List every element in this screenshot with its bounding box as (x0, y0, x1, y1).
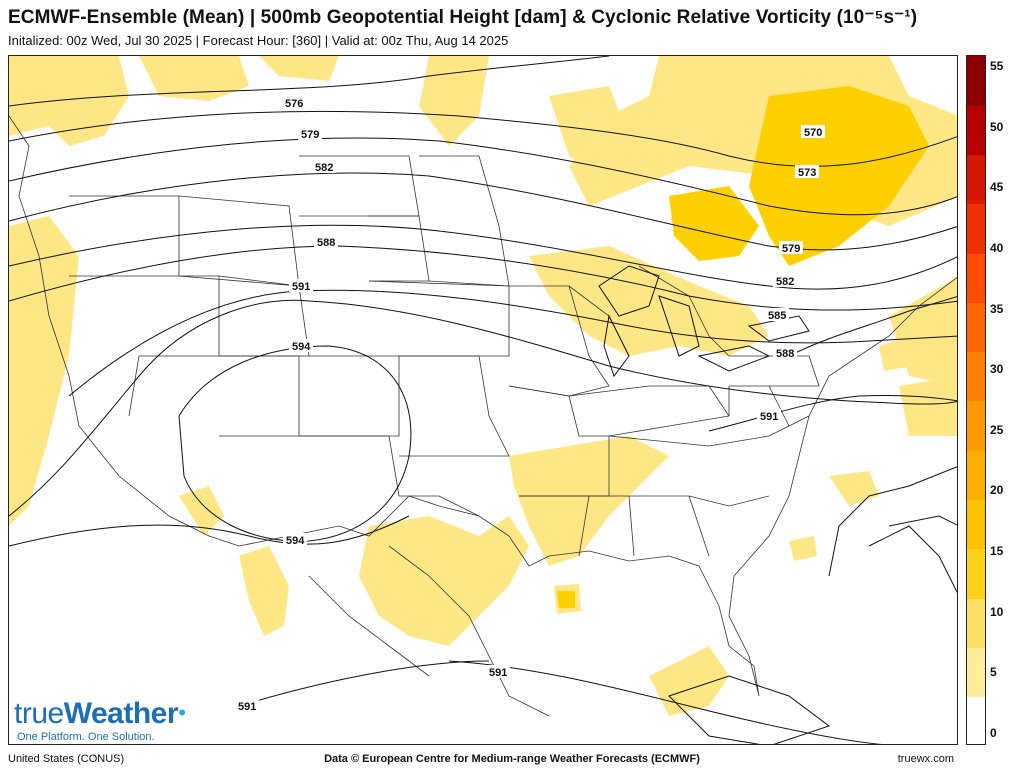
height-contours (9, 56, 957, 744)
colorbar-tick-label: 30 (990, 362, 1004, 377)
contour-label-579-east: 579 (782, 243, 800, 255)
colorbar-segment (967, 401, 985, 451)
website-link[interactable]: truewx.com (897, 753, 954, 765)
colorbar-segment (967, 203, 985, 254)
coastline-details (598, 265, 957, 744)
political-borders (9, 115, 957, 717)
contour-label-570: 570 (804, 127, 822, 139)
vorticity-colorbar (966, 55, 986, 745)
contour-label-591-gulf: 591 (489, 667, 507, 679)
colorbar-segment (967, 598, 985, 648)
contour-label-585: 585 (768, 310, 786, 322)
colorbar-tick-label: 50 (990, 119, 1004, 134)
vorticity-shading-strong (557, 86, 929, 608)
chart-title: ECMWF-Ensemble (Mean) | 500mb Geopotenti… (8, 7, 918, 28)
colorbar-segment (967, 351, 985, 402)
colorbar-tick-label: 5 (990, 665, 997, 680)
colorbar-tick-label: 15 (990, 544, 1004, 559)
contour-label-582: 582 (315, 162, 333, 174)
data-credit: Data © European Centre for Medium-range … (324, 753, 700, 765)
colorbar-segment (967, 105, 985, 156)
contour-label-591: 591 (292, 281, 310, 293)
contour-label-588-east: 588 (776, 348, 794, 360)
colorbar-segment (967, 647, 985, 698)
contour-label-591-east: 591 (760, 411, 778, 423)
colorbar-tick-label: 35 (990, 301, 1004, 316)
map-canvas: 576 579 582 588 591 594 570 573 579 582 … (9, 56, 957, 744)
contour-labels: 576 579 582 588 591 594 570 573 579 582 … (235, 96, 825, 713)
colorbar-segment (967, 56, 985, 106)
colorbar-tick-label: 40 (990, 240, 1004, 255)
colorbar-segment (967, 548, 985, 599)
contour-label-594-south: 594 (286, 535, 305, 547)
contour-label-588: 588 (317, 237, 335, 249)
contour-label-594: 594 (292, 341, 311, 353)
colorbar-segment (967, 499, 985, 550)
colorbar-tick-label: 10 (990, 604, 1004, 619)
colorbar-tick-label: 20 (990, 483, 1004, 498)
colorbar-segment (967, 696, 985, 744)
trueweather-logo: trueWeather● (14, 697, 187, 730)
colorbar-segment (967, 154, 985, 205)
colorbar-tick-label: 0 (990, 726, 997, 740)
contour-label-579: 579 (301, 129, 319, 141)
colorbar-segment (967, 450, 985, 501)
colorbar-tick-label: 45 (990, 180, 1004, 195)
contour-label-591-mexico: 591 (238, 701, 256, 713)
contour-label-576: 576 (285, 98, 303, 110)
colorbar-tick-label: 55 (990, 59, 1004, 73)
contour-label-582-east: 582 (776, 276, 794, 288)
colorbar-segment (967, 302, 985, 353)
map-panel: 576 579 582 588 591 594 570 573 579 582 … (8, 55, 958, 745)
region-label: United States (CONUS) (8, 753, 125, 765)
chart-subtitle: Initalized: 00z Wed, Jul 30 2025 | Forec… (8, 33, 509, 48)
colorbar-tick-label: 25 (990, 422, 1004, 437)
logo-tagline: One Platform. One Solution. (17, 731, 155, 743)
logo-dot-icon: ● (178, 703, 187, 720)
colorbar-segment (967, 253, 985, 303)
contour-label-573: 573 (798, 167, 816, 179)
